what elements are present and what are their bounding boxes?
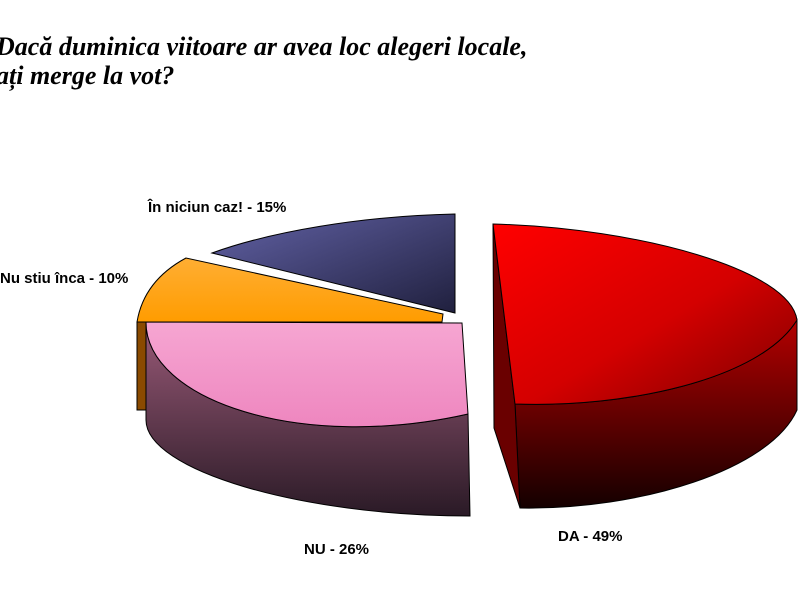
label-nu-stiu: Nu stiu înca - 10% — [0, 270, 128, 287]
slice-in-niciun-top — [210, 213, 456, 314]
chart-title-line-2: ați merge la vot? — [0, 61, 175, 90]
chart-title: Dacă duminica viitoare ar avea loc alege… — [0, 32, 696, 90]
slice-da-top — [492, 223, 798, 405]
slice-nu-stiu-top — [136, 257, 444, 323]
slice-nu-top — [145, 321, 469, 428]
label-nu: NU - 26% — [304, 541, 369, 558]
label-in-niciun: În niciun caz! - 15% — [147, 198, 286, 216]
chart-title-line-1: Dacă duminica viitoare ar avea loc alege… — [0, 32, 528, 61]
label-da: DA - 49% — [558, 528, 622, 545]
